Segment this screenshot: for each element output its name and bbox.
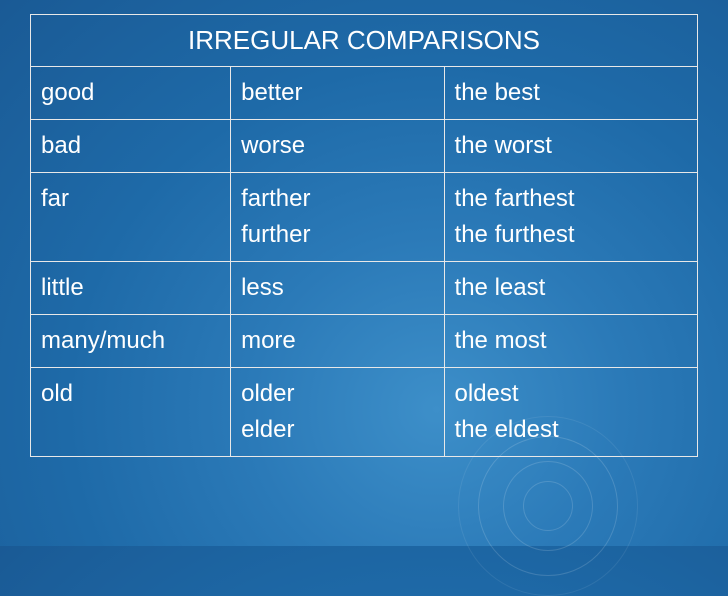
cell-base: old — [31, 368, 231, 457]
table-row: little less the least — [31, 262, 698, 315]
cell-superlative: the most — [444, 315, 697, 368]
cell-base: many/much — [31, 315, 231, 368]
cell-base: bad — [31, 120, 231, 173]
cell-comparative: better — [231, 67, 444, 120]
table-row: good better the best — [31, 67, 698, 120]
table-row: far fartherfurther the farthestthe furth… — [31, 173, 698, 262]
table-row: many/much more the most — [31, 315, 698, 368]
cell-comparative: more — [231, 315, 444, 368]
cell-comparative: fartherfurther — [231, 173, 444, 262]
cell-superlative: the worst — [444, 120, 697, 173]
cell-superlative: oldestthe eldest — [444, 368, 697, 457]
irregular-comparisons-table: IRREGULAR COMPARISONS good better the be… — [30, 14, 698, 457]
cell-comparative: olderelder — [231, 368, 444, 457]
table-body: good better the best bad worse the worst… — [31, 67, 698, 457]
cell-base: good — [31, 67, 231, 120]
cell-superlative: the best — [444, 67, 697, 120]
cell-comparative: less — [231, 262, 444, 315]
cell-base: far — [31, 173, 231, 262]
table-title: IRREGULAR COMPARISONS — [31, 15, 698, 67]
table-row: bad worse the worst — [31, 120, 698, 173]
cell-superlative: the least — [444, 262, 697, 315]
cell-superlative: the farthestthe furthest — [444, 173, 697, 262]
table-row: old olderelder oldestthe eldest — [31, 368, 698, 457]
cell-base: little — [31, 262, 231, 315]
cell-comparative: worse — [231, 120, 444, 173]
